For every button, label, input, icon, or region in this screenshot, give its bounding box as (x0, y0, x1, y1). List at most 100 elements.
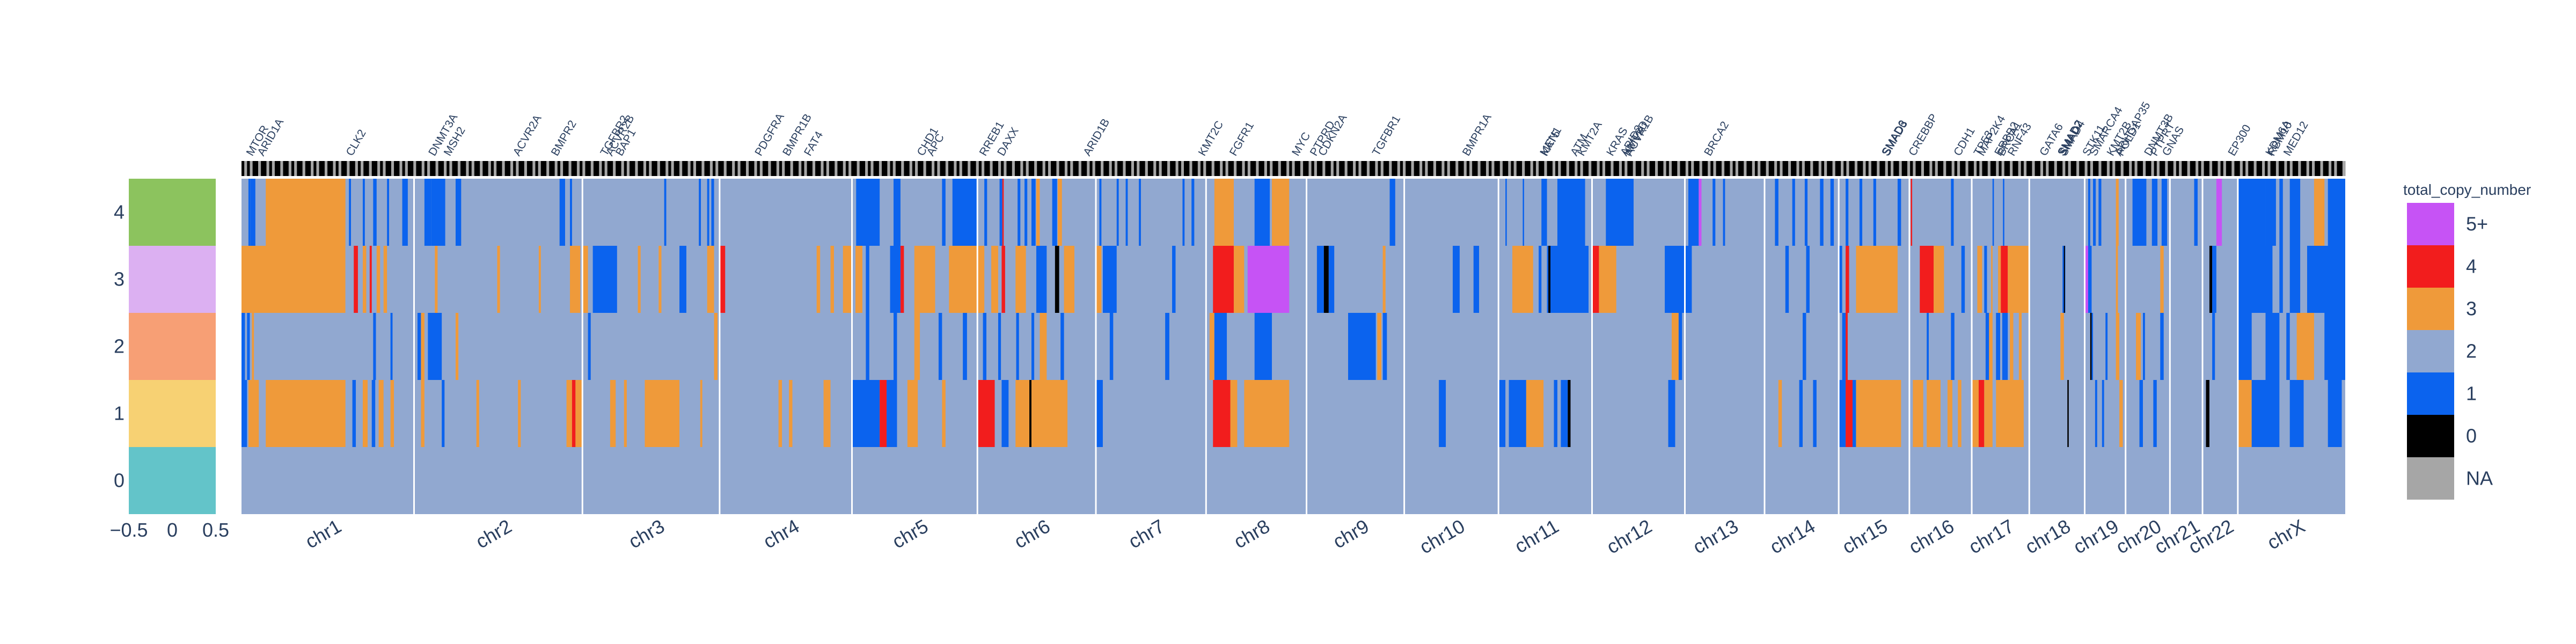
ideogram-band (286, 161, 289, 176)
ideogram-band (812, 161, 816, 176)
ideogram-band (995, 161, 999, 176)
ideogram-band (1882, 161, 1886, 176)
heatmap-cell (252, 313, 254, 380)
ideogram-band (771, 161, 774, 176)
ideogram-band (261, 161, 264, 176)
ideogram-band (1946, 161, 1950, 176)
heatmap-cell (1668, 380, 1675, 447)
ideogram-band (1577, 161, 1581, 176)
ideogram-band (507, 161, 511, 176)
ideogram-band (1206, 161, 1210, 176)
heatmap-cell (497, 246, 500, 313)
ideogram-band (560, 161, 564, 176)
heatmap-cell (455, 313, 459, 380)
ideogram-band (892, 161, 896, 176)
ideogram-band (804, 161, 808, 176)
ideogram-band (324, 161, 328, 176)
heatmap-cell (431, 179, 445, 246)
heatmap-cell (719, 179, 852, 246)
heatmap-cell (778, 380, 782, 447)
ideogram-band (768, 161, 772, 176)
ideogram-band (2170, 161, 2174, 176)
ideogram-band (2215, 161, 2219, 176)
heatmap-cell (1001, 380, 1009, 447)
heatmap-cell (1254, 179, 1270, 246)
ideogram-band (399, 161, 403, 176)
heatmap-cell (421, 380, 425, 447)
ideogram-band (1644, 161, 1648, 176)
ideogram-band (638, 161, 641, 176)
ideogram-band (394, 161, 397, 176)
ideogram-band (2240, 161, 2243, 176)
ideogram-band (352, 161, 356, 176)
heatmap-cell (2136, 313, 2141, 380)
ideogram-band (1101, 161, 1104, 176)
ideogram-band (1602, 161, 1606, 176)
heatmap-cell (1382, 246, 1386, 313)
ideogram-band (1009, 161, 1013, 176)
ideogram-band (1960, 161, 1963, 176)
ideogram-band (2312, 161, 2315, 176)
ideogram-band (890, 161, 894, 176)
ideogram-band (1477, 161, 1481, 176)
ideogram-band (1754, 161, 1758, 176)
ideogram-band (1516, 161, 1520, 176)
heatmap-cell (1040, 313, 1047, 380)
heatmap-cell (638, 246, 641, 313)
heatmap-cell (1951, 313, 1955, 380)
heatmap-cell (2289, 380, 2304, 447)
ideogram-band (1907, 161, 1911, 176)
ideogram-band (873, 161, 877, 176)
ideogram-band (244, 161, 247, 176)
heatmap-cell (2202, 313, 2238, 380)
ideogram-band (992, 161, 996, 176)
heatmap-cell (1765, 246, 1839, 313)
ideogram-band (2196, 161, 2199, 176)
ideogram-band (690, 161, 694, 176)
ideogram-band (832, 161, 835, 176)
ideogram-band (1999, 161, 2002, 176)
ideogram-band (2301, 161, 2304, 176)
heatmap-cell (900, 246, 904, 313)
ideogram-band (826, 161, 830, 176)
ideogram-band (1796, 161, 1800, 176)
ideogram-band (2060, 161, 2063, 176)
ideogram-band (1963, 161, 1966, 176)
ideogram-band (1308, 161, 1312, 176)
ideogram-band (984, 161, 987, 176)
ideogram-band (1525, 161, 1528, 176)
chromosome-label: chr11 (1511, 515, 1562, 557)
heatmap-cell (1978, 380, 1985, 447)
ideogram-band (1605, 161, 1608, 176)
ideogram-band (2204, 161, 2207, 176)
ideogram-band (1200, 161, 1204, 176)
ideogram-band (1929, 161, 1933, 176)
ideogram-band (2043, 161, 2046, 176)
heatmap-cell (1001, 246, 1005, 313)
ideogram-band (1397, 161, 1401, 176)
ideogram-band (407, 161, 411, 176)
heatmap-cell (679, 246, 686, 313)
heatmap-cell (2279, 179, 2283, 246)
heatmap-cell (1512, 246, 1533, 313)
ideogram-band (1311, 161, 1315, 176)
heatmap-cell (1002, 179, 1004, 246)
gene-label: ARID1B (1081, 116, 1112, 158)
heatmap-cell (1685, 447, 1765, 514)
ideogram-band (743, 161, 747, 176)
ideogram-band (1151, 161, 1154, 176)
heatmap-cell (999, 179, 1002, 246)
ideogram-band (288, 161, 292, 176)
ideogram-band (1732, 161, 1736, 176)
ideogram-band (357, 161, 361, 176)
heatmap-cell (2170, 313, 2203, 380)
heatmap-cell (1678, 313, 1682, 380)
gene-label: KAT5 (1539, 128, 1563, 158)
heatmap-cell (1024, 179, 1028, 246)
ideogram-band (485, 161, 489, 176)
ideogram-band (2137, 161, 2141, 176)
ideogram-band (1893, 161, 1897, 176)
ideogram-band (699, 161, 702, 176)
heatmap-cell (1271, 179, 1290, 246)
